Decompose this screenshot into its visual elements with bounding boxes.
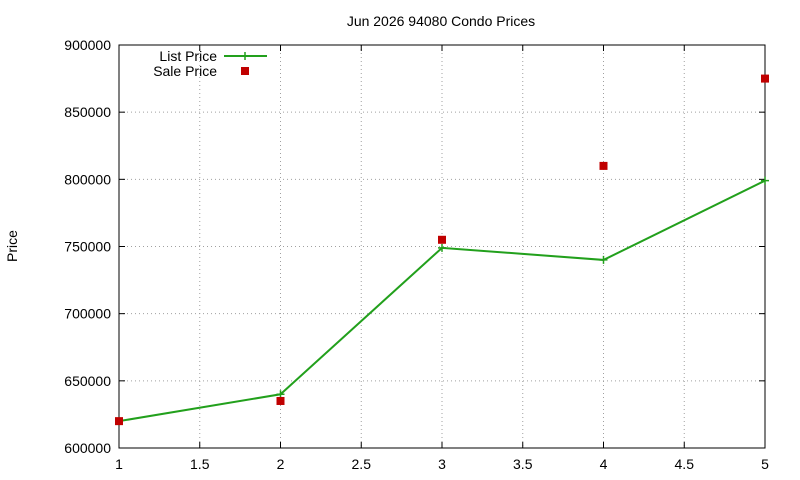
legend-label-list-price: List Price [159, 48, 217, 64]
sale-price-point [761, 74, 769, 83]
y-tick-label: 750000 [64, 239, 111, 255]
y-tick-label: 700000 [64, 306, 111, 322]
y-tick-label: 650000 [64, 373, 111, 389]
legend-marker-sale-price [241, 67, 249, 75]
x-tick-label: 5 [761, 456, 769, 472]
ticks: 1 1.5 2 2.5 3 3.5 4 4.5 5 600000 650000 700000 75000… [64, 37, 769, 472]
series [115, 74, 769, 426]
list-price-point [276, 390, 285, 399]
x-tick-label: 4 [600, 456, 608, 472]
sale-price-point [599, 161, 608, 170]
legend-marker-list-price [241, 52, 249, 60]
y-tick-label: 600000 [64, 440, 111, 456]
x-tick-label: 2 [277, 456, 285, 472]
sale-price-point [438, 235, 446, 244]
y-axis-label: Price [4, 230, 20, 262]
x-tick-label: 4.5 [675, 456, 695, 472]
x-tick-label: 3 [438, 456, 446, 472]
sale-price-point [276, 396, 285, 405]
list-price-point [599, 255, 608, 264]
y-tick-label: 850000 [64, 104, 111, 120]
sale-price-point [115, 417, 123, 426]
list-price-point [438, 243, 446, 252]
x-tick-label: 1 [115, 456, 123, 472]
x-tick-label: 1.5 [190, 456, 210, 472]
x-tick-label: 2.5 [352, 456, 372, 472]
y-tick-label: 800000 [64, 171, 111, 187]
legend-label-sale-price: Sale Price [153, 63, 217, 79]
x-tick-label: 3.5 [513, 456, 533, 472]
chart-title: Jun 2026 94080 Condo Prices [347, 13, 535, 29]
y-tick-label: 900000 [64, 37, 111, 53]
list-price-point [761, 176, 769, 185]
